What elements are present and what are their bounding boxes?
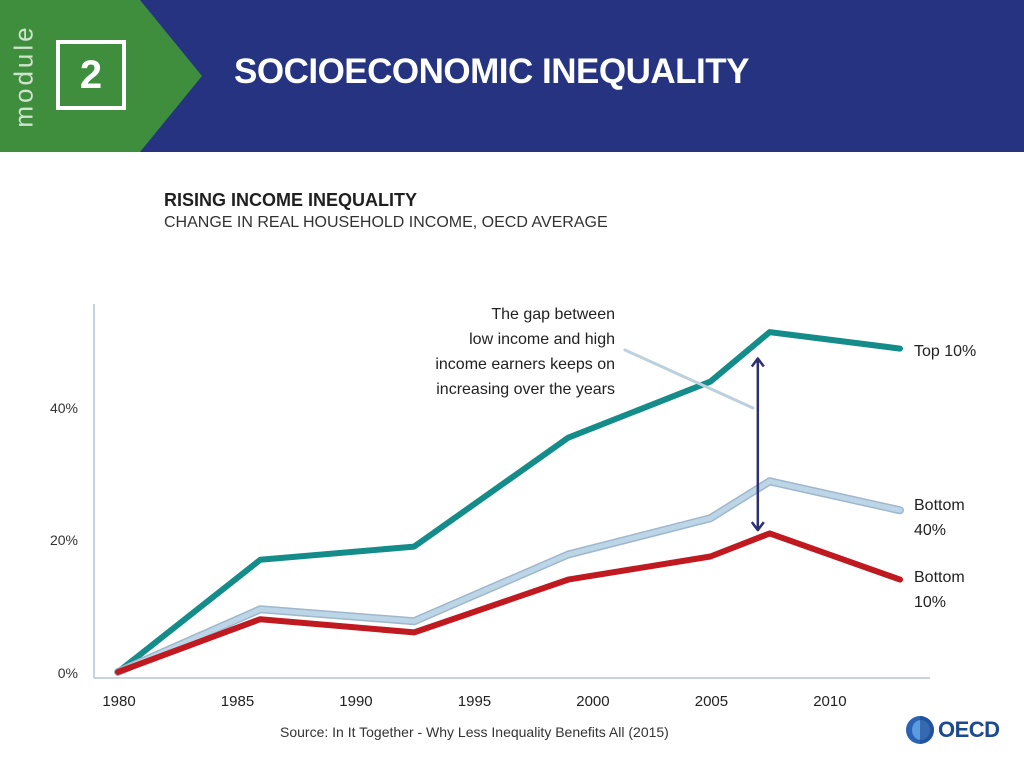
y-tick-label: 20% xyxy=(50,532,78,548)
series-label-line2: 40% xyxy=(914,522,946,539)
y-tick-label: 0% xyxy=(58,665,78,681)
series-line-bottom-10 xyxy=(115,530,903,675)
y-tick-label: 40% xyxy=(50,400,78,416)
module-number: 2 xyxy=(56,40,126,110)
x-tick-label: 1985 xyxy=(221,693,254,710)
annotation-text-line: increasing over the years xyxy=(436,381,615,398)
series-label: Bottom xyxy=(914,569,965,586)
x-tick-label: 1980 xyxy=(102,693,135,710)
x-tick-label: 1990 xyxy=(339,693,372,710)
annotation-text-line: income earners keeps on xyxy=(435,356,615,373)
x-tick-label: 2000 xyxy=(576,693,609,710)
series-line-top-10 xyxy=(115,329,903,675)
annotation-callout-line xyxy=(623,348,755,410)
source-note: Source: In It Together - Why Less Inequa… xyxy=(280,724,669,740)
series-label: Top 10% xyxy=(914,343,976,360)
series-label-line2: 10% xyxy=(914,594,946,611)
header-bar: module 2 SOCIOECONOMIC INEQUALITY xyxy=(0,0,1024,152)
chart-title: RISING INCOME INEQUALITY xyxy=(164,190,418,210)
x-tick-label: 2005 xyxy=(695,693,728,710)
module-chevron-icon xyxy=(140,0,202,152)
x-tick-label: 2010 xyxy=(813,693,846,710)
annotation-text-line: low income and high xyxy=(469,331,615,348)
oecd-logo: OECD xyxy=(906,716,1000,744)
module-badge: module 2 xyxy=(0,0,140,152)
gap-arrow-head-down xyxy=(750,521,765,532)
annotation-text-line: The gap between xyxy=(491,306,615,323)
series-line-bottom-40 xyxy=(115,478,903,675)
series-label: Bottom xyxy=(914,497,965,514)
globe-icon xyxy=(906,716,934,744)
gap-arrow-head-up xyxy=(750,357,765,368)
page-title: SOCIOECONOMIC INEQUALITY xyxy=(234,52,749,91)
oecd-logo-text: OECD xyxy=(938,717,1000,742)
x-tick-label: 1995 xyxy=(458,693,491,710)
chart-subtitle: CHANGE IN REAL HOUSEHOLD INCOME, OECD AV… xyxy=(164,214,608,231)
